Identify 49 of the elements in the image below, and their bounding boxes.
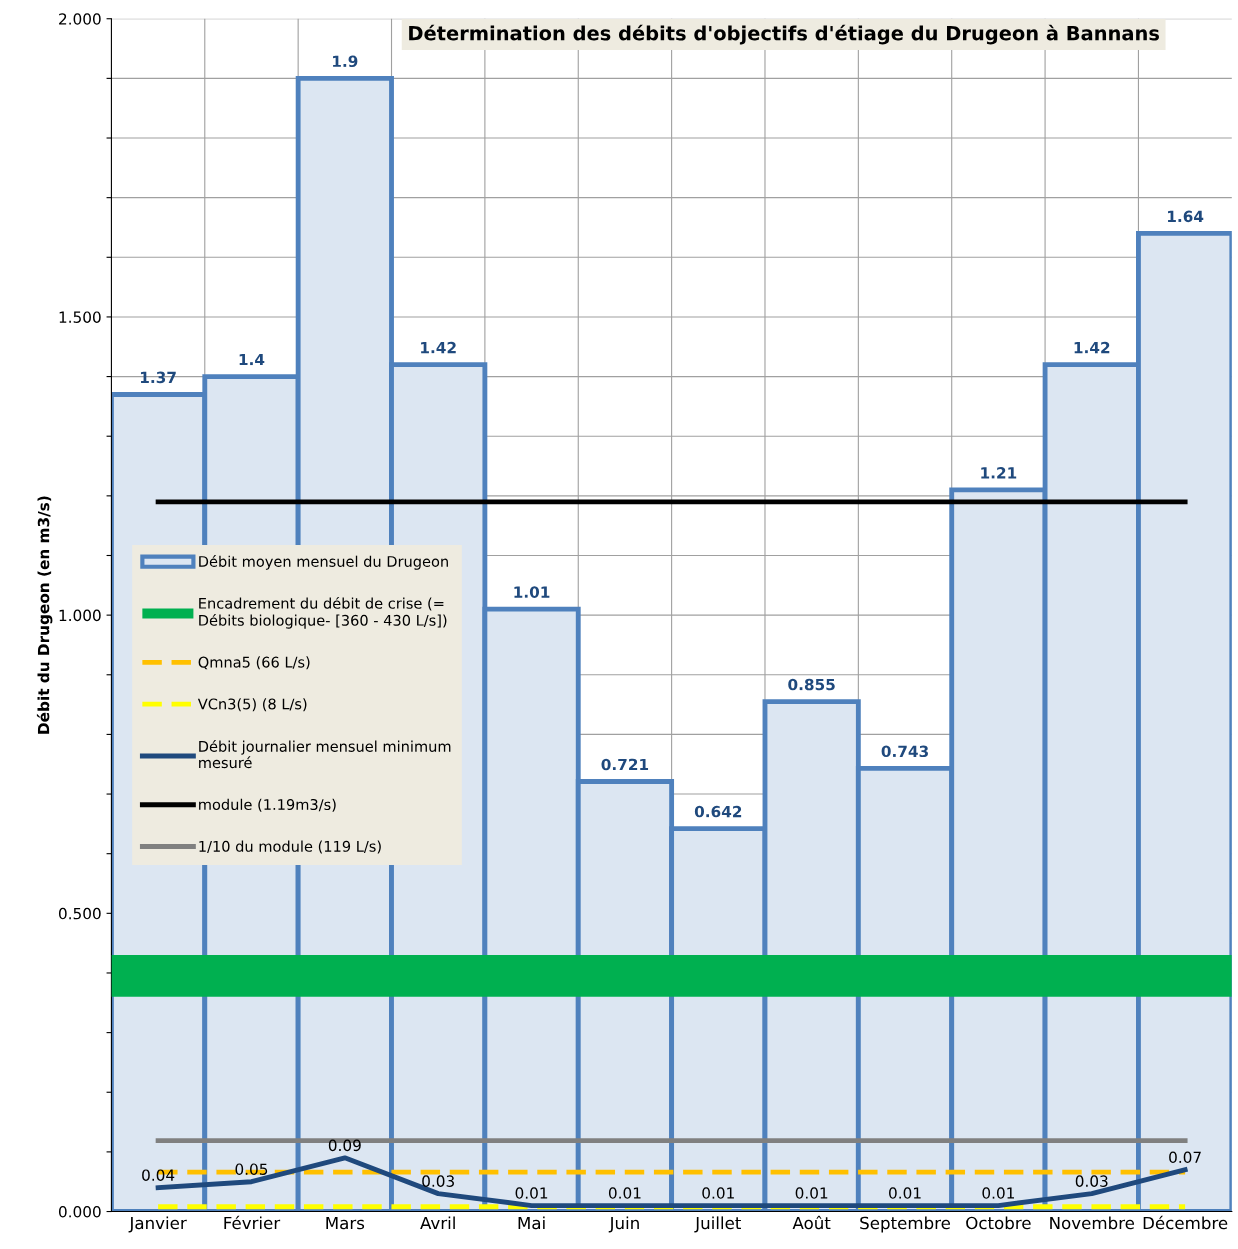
legend-label: 1/10 du module (119 L/s) (199, 840, 381, 854)
data-label: 1.42 (1074, 341, 1110, 354)
x-tick-label: Juillet (694, 1216, 741, 1233)
x-tick-label: Octobre (966, 1216, 1031, 1230)
y-tick-label: 1.000 (59, 609, 101, 622)
y-tick-label: 0.000 (58, 1206, 101, 1218)
x-tick-label: Août (792, 1215, 831, 1230)
legend-label: VCn3(5) (8 L/s) (197, 698, 307, 712)
y-axis-title: Débit du Drugeon (en m3/s) (36, 496, 53, 734)
x-tick-label: Décembre (1143, 1215, 1228, 1230)
data-label: 0.01 (702, 1187, 734, 1199)
data-label: 0.09 (328, 1139, 361, 1152)
data-label: 1.64 (1168, 210, 1204, 223)
data-label: 1.21 (981, 467, 1017, 479)
x-tick-label: Septembre (860, 1216, 951, 1233)
x-tick-label: Février (224, 1215, 281, 1230)
data-label: 1.42 (421, 341, 456, 354)
x-tick-label: Mars (326, 1216, 365, 1230)
data-label: 0.07 (1169, 1151, 1201, 1164)
legend-label: Débit moyen mensuel du Drugeon (199, 555, 448, 570)
x-tick-label: Novembre (1050, 1216, 1135, 1230)
data-label: 0.01 (889, 1187, 921, 1199)
legend-label: Encadrement du débit de crise (= Débits biologique- [360 - 430 L/s]) (199, 596, 447, 629)
y-tick-label: 2.000 (59, 13, 101, 25)
data-label: 0.04 (142, 1169, 175, 1181)
data-label: 1.01 (514, 586, 550, 598)
y-tick-label: 0.500 (58, 907, 101, 920)
data-label: 0.01 (982, 1187, 1014, 1199)
y-tick-label: 1.500 (59, 311, 101, 323)
data-label: 0.03 (422, 1175, 454, 1187)
x-tick-label: Janvier (128, 1216, 187, 1233)
data-label: 0.855 (788, 678, 835, 691)
data-label: 1.37 (140, 371, 176, 384)
data-label: 0.721 (601, 758, 649, 771)
data-label: 0.01 (608, 1187, 641, 1199)
data-label: 0.743 (881, 745, 928, 758)
x-tick-label: Juin (608, 1216, 639, 1233)
x-tick-label: Mai (518, 1216, 545, 1230)
data-label: 0.01 (515, 1187, 548, 1199)
x-tick-label: Avril (420, 1216, 455, 1230)
chart-title: Détermination des débits d'objectifs d'étiage du Drugeon à Bannans (409, 24, 1160, 45)
legend-label: Débit journalier mensuel minimum mesuré (199, 740, 451, 769)
legend-label: module (1.19m3/s) (199, 798, 336, 812)
legend-label: Qmna5 (66 L/s) (198, 656, 310, 670)
data-label: 0.642 (694, 805, 742, 818)
data-label: 1.9 (333, 55, 358, 68)
data-label: 1.4 (239, 353, 265, 366)
data-label: 0.03 (1075, 1175, 1108, 1187)
data-label: 0.01 (795, 1187, 828, 1199)
